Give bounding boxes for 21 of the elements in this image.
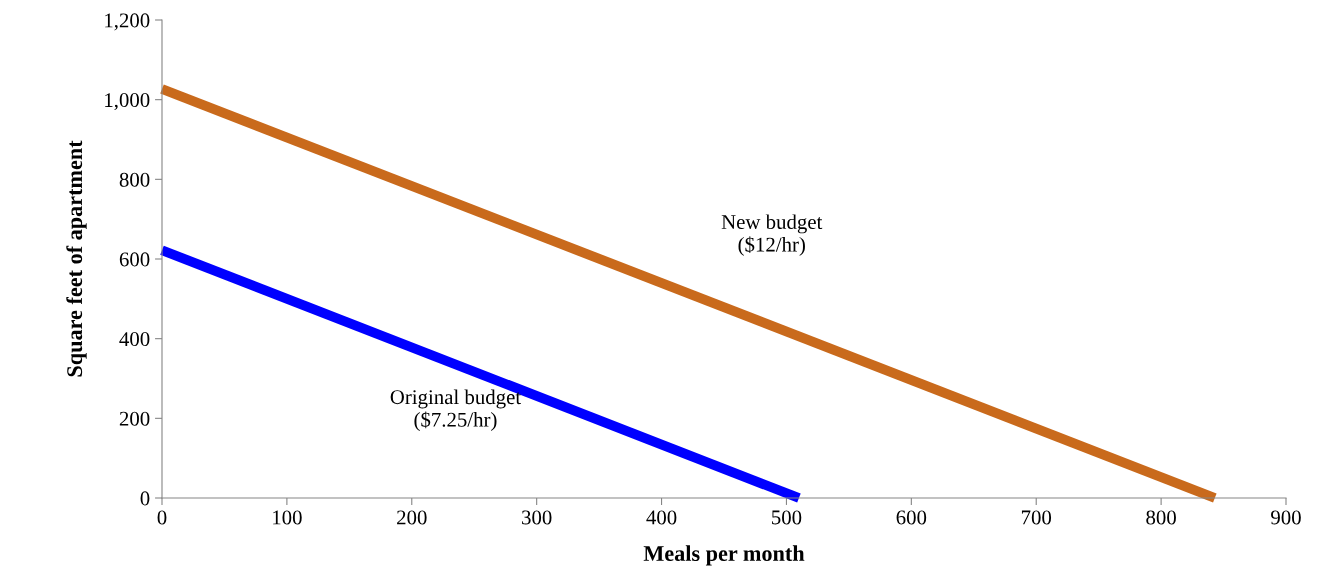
x-tick-label: 400 bbox=[646, 510, 677, 525]
x-tick-label: 300 bbox=[522, 510, 552, 525]
y-tick-label: 600 bbox=[119, 252, 150, 267]
series-label: Original budget ($7.25/hr) bbox=[390, 389, 522, 431]
y-tick-label: 800 bbox=[119, 172, 150, 187]
x-tick-label: 0 bbox=[157, 510, 167, 525]
x-tick-label: 800 bbox=[1146, 510, 1176, 525]
text: New budget ($12/hr) bbox=[721, 214, 823, 256]
x-tick-label: 600 bbox=[896, 510, 927, 525]
x-tick-label: 200 bbox=[397, 510, 427, 525]
y-tick-label: 400 bbox=[119, 332, 150, 347]
y-axis-title: Square feet of apartment bbox=[66, 140, 87, 377]
x-axis-title: Meals per month bbox=[643, 545, 805, 566]
x-tick-label: 700 bbox=[1021, 510, 1052, 525]
y-tick-label: 1,000 bbox=[105, 93, 150, 111]
y-tick-label: 200 bbox=[119, 411, 150, 426]
y-tick-label: 0 bbox=[140, 491, 150, 506]
x-tick-label: 500 bbox=[772, 510, 802, 525]
x-tick-label: 100 bbox=[273, 510, 302, 525]
y-tick-label: 1,200 bbox=[105, 13, 150, 31]
x-tick-label: 900 bbox=[1271, 510, 1301, 525]
